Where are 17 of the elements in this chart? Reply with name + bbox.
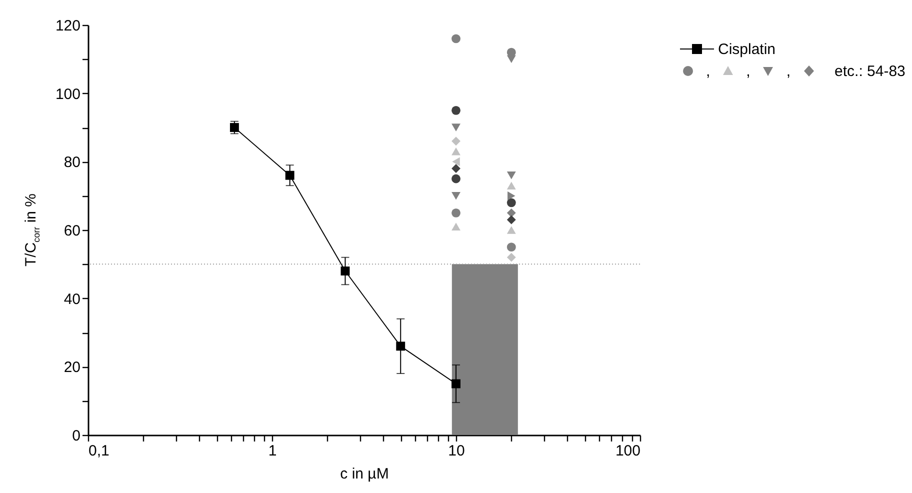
y-tick-label: 20	[64, 359, 80, 376]
text: etc.: 54-83	[834, 62, 906, 80]
x-tick-label: 1	[268, 442, 277, 460]
x-axis-title: c in µM	[340, 466, 389, 482]
text: ,	[746, 62, 750, 80]
y-tick-label: 40	[64, 290, 80, 308]
legend-label: Cisplatin	[718, 40, 776, 58]
y-tick-label: 80	[64, 154, 80, 172]
x-tick-label: 0,1	[88, 442, 110, 460]
text: ,	[706, 62, 710, 80]
x-tick-label: 100	[615, 442, 640, 460]
y-tick-label: 100	[55, 86, 80, 103]
y-tick-label: 120	[55, 18, 80, 34]
text: ,	[786, 62, 791, 80]
y-tick-label: 60	[64, 222, 80, 240]
y-tick-label: 0	[72, 428, 80, 444]
x-tick-label: 10	[448, 442, 465, 460]
